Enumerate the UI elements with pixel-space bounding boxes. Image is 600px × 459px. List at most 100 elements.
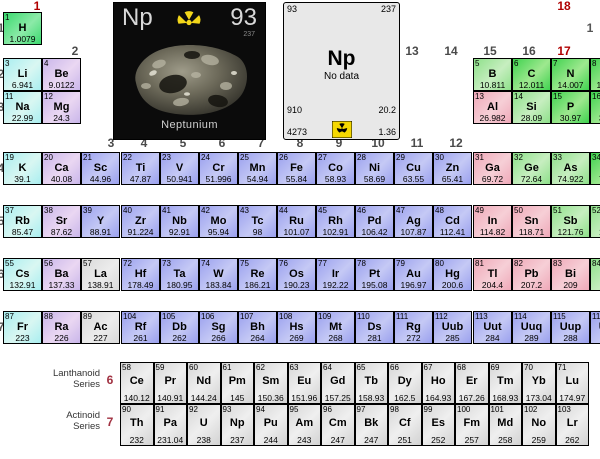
element-cell[interactable]: 22 Ti 47.87: [121, 152, 160, 185]
element-cell[interactable]: 83 Bi 209: [551, 258, 590, 291]
element-cell[interactable]: 52Te127.6: [590, 205, 600, 238]
element-cell[interactable]: 56 Ba 137.33: [42, 258, 81, 291]
element-cell[interactable]: 78 Pt 195.08: [355, 258, 394, 291]
element-cell[interactable]: 38 Sr 87.62: [42, 205, 81, 238]
element-cell[interactable]: 99 Es 252: [421, 404, 455, 446]
element-cell[interactable]: 87 Fr 223: [3, 311, 42, 344]
element-cell[interactable]: 57 La 138.91: [81, 258, 120, 291]
element-cell[interactable]: 68 Er 167.26: [455, 362, 489, 404]
element-cell[interactable]: 73 Ta 180.95: [160, 258, 199, 291]
element-cell[interactable]: 32 Ge 72.64: [512, 152, 551, 185]
element-detail-panel[interactable]: 93 237 Np No data 910 20.2 4273 1.36: [283, 2, 400, 140]
element-cell[interactable]: 116Uuh292: [590, 311, 600, 344]
element-cell[interactable]: 62 Sm 150.36: [254, 362, 288, 404]
element-cell[interactable]: 42 Mo 95.94: [199, 205, 238, 238]
element-cell[interactable]: 58 Ce 140.12: [120, 362, 154, 404]
element-cell[interactable]: 114 Uuq 289: [512, 311, 551, 344]
element-cell[interactable]: 51 Sb 121.76: [551, 205, 590, 238]
element-cell[interactable]: 115 Uup 288: [551, 311, 590, 344]
element-cell[interactable]: 14 Si 28.09: [512, 91, 551, 124]
element-cell[interactable]: 104 Rf 261: [121, 311, 160, 344]
element-cell[interactable]: 33 As 74.922: [551, 152, 590, 185]
element-cell[interactable]: 39 Y 88.91: [81, 205, 120, 238]
element-cell[interactable]: 96 Cm 247: [321, 404, 355, 446]
element-cell[interactable]: 47 Ag 107.87: [394, 205, 433, 238]
element-photo-panel[interactable]: Np 93 237: [113, 2, 266, 140]
element-cell[interactable]: 94 Pu 244: [254, 404, 288, 446]
element-cell[interactable]: 67 Ho 164.93: [421, 362, 455, 404]
element-cell[interactable]: 34Se78.96: [590, 152, 600, 185]
element-cell[interactable]: 79 Au 196.97: [394, 258, 433, 291]
element-cell[interactable]: 75 Re 186.21: [238, 258, 277, 291]
element-cell[interactable]: 106 Sg 266: [199, 311, 238, 344]
element-cell[interactable]: 4 Be 9.0122: [42, 58, 81, 91]
element-cell[interactable]: 81 Tl 204.4: [473, 258, 512, 291]
element-cell[interactable]: 107 Bh 264: [238, 311, 277, 344]
element-cell[interactable]: 64 Gd 157.25: [321, 362, 355, 404]
element-cell[interactable]: 55 Cs 132.91: [3, 258, 42, 291]
element-cell[interactable]: 45 Rh 102.91: [316, 205, 355, 238]
element-cell[interactable]: 59 Pr 140.91: [153, 362, 187, 404]
element-cell[interactable]: 90 Th 232: [120, 404, 154, 446]
element-cell[interactable]: 8O15.999: [590, 58, 600, 91]
element-cell[interactable]: 77 Ir 192.22: [316, 258, 355, 291]
element-cell[interactable]: 61 Pm 145: [220, 362, 254, 404]
element-cell[interactable]: 112 Uub 285: [433, 311, 472, 344]
element-cell[interactable]: 44 Ru 101.07: [277, 205, 316, 238]
element-cell[interactable]: 46 Pd 106.42: [355, 205, 394, 238]
element-cell[interactable]: 11 Na 22.99: [3, 91, 42, 124]
element-cell[interactable]: 113 Uut 284: [473, 311, 512, 344]
element-cell[interactable]: 74 W 183.84: [199, 258, 238, 291]
element-cell[interactable]: 80 Hg 200.6: [433, 258, 472, 291]
element-cell[interactable]: 110 Ds 281: [355, 311, 394, 344]
element-cell[interactable]: 27 Co 58.93: [316, 152, 355, 185]
element-cell[interactable]: 16S32.06: [590, 91, 600, 124]
element-cell[interactable]: 105 Db 262: [160, 311, 199, 344]
element-cell[interactable]: 24 Cr 51.996: [199, 152, 238, 185]
element-cell[interactable]: 71 Lu 174.97: [555, 362, 589, 404]
element-cell[interactable]: 97 Bk 247: [354, 404, 388, 446]
element-cell[interactable]: 50 Sn 118.71: [512, 205, 551, 238]
element-cell[interactable]: 111 Rg 272: [394, 311, 433, 344]
element-cell[interactable]: 102 No 259: [522, 404, 556, 446]
element-cell[interactable]: 41 Nb 92.91: [160, 205, 199, 238]
element-cell[interactable]: 25 Mn 54.94: [238, 152, 277, 185]
element-cell[interactable]: 109 Mt 268: [316, 311, 355, 344]
element-cell[interactable]: 84Po209: [590, 258, 600, 291]
element-cell[interactable]: 37 Rb 85.47: [3, 205, 42, 238]
element-cell[interactable]: 108 Hs 269: [277, 311, 316, 344]
element-cell[interactable]: 88 Ra 226: [42, 311, 81, 344]
element-cell[interactable]: 23 V 50.941: [160, 152, 199, 185]
element-cell[interactable]: 92 U 238: [187, 404, 221, 446]
element-cell[interactable]: 26 Fe 55.84: [277, 152, 316, 185]
element-cell[interactable]: 93 Np 237: [220, 404, 254, 446]
element-cell[interactable]: 40 Zr 91.224: [121, 205, 160, 238]
element-cell[interactable]: 95 Am 243: [287, 404, 321, 446]
element-cell[interactable]: 7 N 14.007: [551, 58, 590, 91]
element-cell[interactable]: 43 Tc 98: [238, 205, 277, 238]
element-cell[interactable]: 66 Dy 162.5: [388, 362, 422, 404]
element-cell[interactable]: 5 B 10.811: [473, 58, 512, 91]
element-cell[interactable]: 1 H 1.0079: [3, 12, 42, 45]
element-cell[interactable]: 76 Os 190.23: [277, 258, 316, 291]
element-cell[interactable]: 72 Hf 178.49: [121, 258, 160, 291]
element-cell[interactable]: 65 Tb 158.93: [354, 362, 388, 404]
element-cell[interactable]: 60 Nd 144.24: [187, 362, 221, 404]
element-cell[interactable]: 12 Mg 24.3: [42, 91, 81, 124]
element-cell[interactable]: 82 Pb 207.2: [512, 258, 551, 291]
element-cell[interactable]: 19 K 39.1: [3, 152, 42, 185]
element-cell[interactable]: 29 Cu 63.55: [394, 152, 433, 185]
element-cell[interactable]: 48 Cd 112.41: [433, 205, 472, 238]
element-cell[interactable]: 70 Yb 173.04: [522, 362, 556, 404]
element-cell[interactable]: 101 Md 258: [488, 404, 522, 446]
element-cell[interactable]: 28 Ni 58.69: [355, 152, 394, 185]
element-cell[interactable]: 31 Ga 69.72: [473, 152, 512, 185]
element-cell[interactable]: 30 Zn 65.41: [433, 152, 472, 185]
element-cell[interactable]: 98 Cf 251: [388, 404, 422, 446]
element-cell[interactable]: 20 Ca 40.08: [42, 152, 81, 185]
element-cell[interactable]: 100 Fm 257: [455, 404, 489, 446]
element-cell[interactable]: 13 Al 26.982: [473, 91, 512, 124]
element-cell[interactable]: 103 Lr 262: [555, 404, 589, 446]
element-cell[interactable]: 63 Eu 151.96: [287, 362, 321, 404]
element-cell[interactable]: 91 Pa 231.04: [153, 404, 187, 446]
